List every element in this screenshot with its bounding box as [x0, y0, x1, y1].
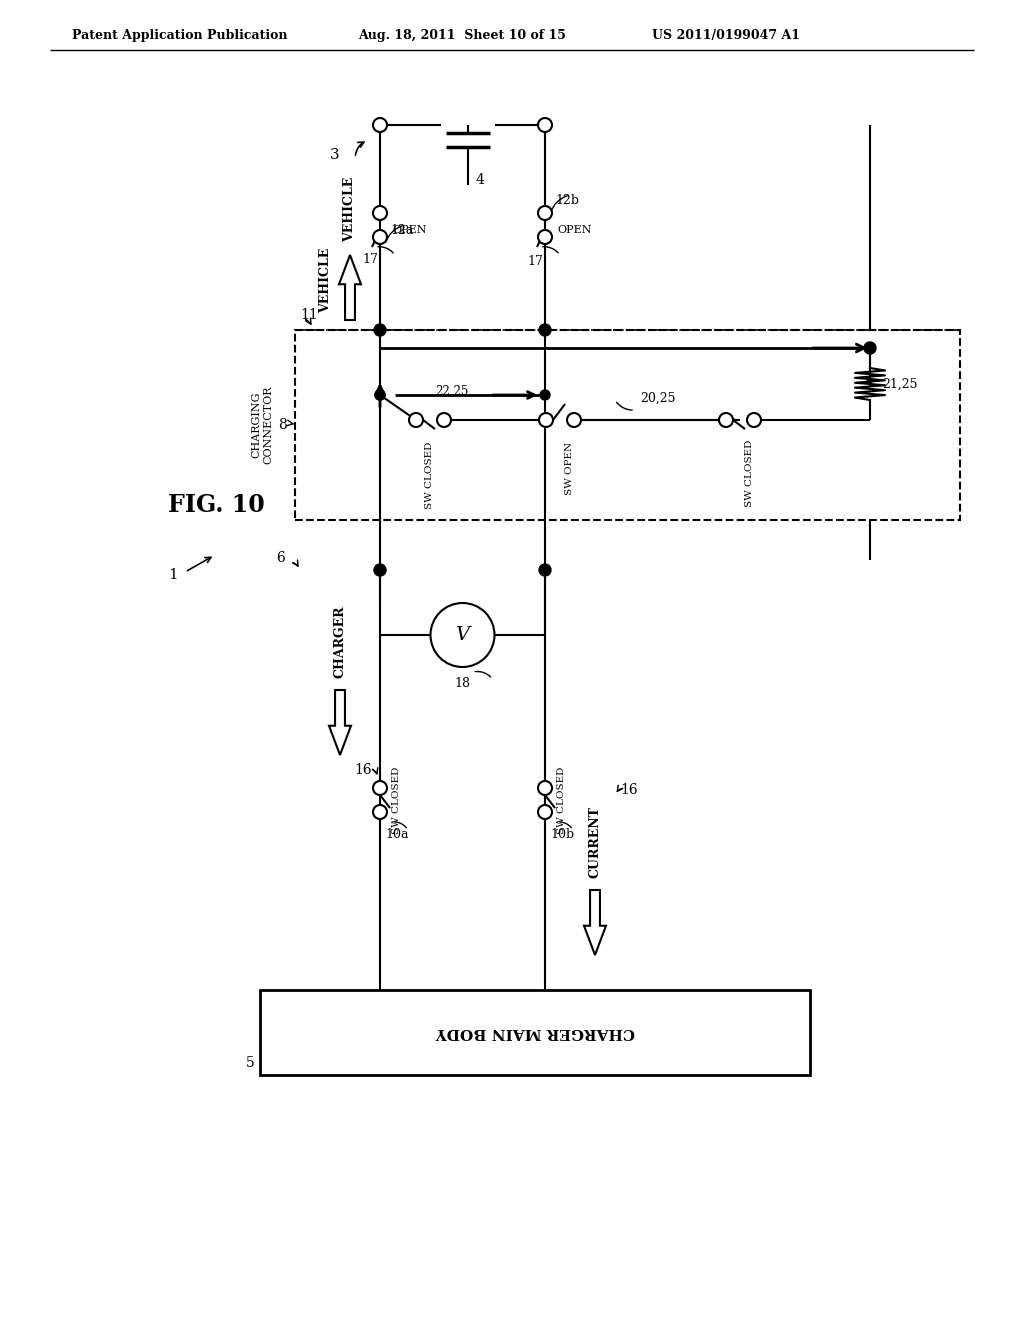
Text: CURRENT: CURRENT	[589, 807, 601, 878]
Circle shape	[538, 230, 552, 244]
Text: CHARGING
CONNECTOR: CHARGING CONNECTOR	[252, 385, 273, 465]
Text: Aug. 18, 2011  Sheet 10 of 15: Aug. 18, 2011 Sheet 10 of 15	[358, 29, 566, 41]
Text: US 2011/0199047 A1: US 2011/0199047 A1	[652, 29, 800, 41]
Circle shape	[539, 413, 553, 426]
Text: 1: 1	[168, 568, 178, 582]
FancyArrow shape	[584, 890, 606, 954]
Circle shape	[375, 389, 385, 400]
Text: SW CLOSED: SW CLOSED	[745, 440, 754, 507]
Text: 22,25: 22,25	[435, 385, 468, 399]
Text: 6: 6	[276, 550, 285, 565]
Text: 16: 16	[620, 783, 638, 797]
Circle shape	[373, 230, 387, 244]
Text: 11: 11	[300, 308, 317, 322]
Text: 4: 4	[475, 173, 484, 187]
Text: OPEN: OPEN	[392, 224, 427, 235]
Text: SW CLOSED: SW CLOSED	[426, 442, 434, 510]
Circle shape	[864, 342, 876, 354]
Text: CHARGER MAIN BODY: CHARGER MAIN BODY	[435, 1026, 635, 1040]
Circle shape	[538, 117, 552, 132]
Text: SW CLOSED: SW CLOSED	[557, 767, 566, 834]
Circle shape	[373, 781, 387, 795]
Text: 12b: 12b	[555, 194, 579, 206]
Circle shape	[373, 206, 387, 220]
Text: 5: 5	[246, 1056, 255, 1071]
Text: 3: 3	[330, 148, 340, 162]
Text: V: V	[456, 626, 470, 644]
Text: OPEN: OPEN	[557, 224, 592, 235]
Bar	[295, 330, 961, 520]
Text: 17: 17	[527, 255, 543, 268]
Text: 18: 18	[455, 677, 470, 690]
Text: 16: 16	[354, 763, 372, 777]
FancyArrow shape	[329, 690, 351, 755]
Circle shape	[375, 389, 385, 400]
Circle shape	[373, 805, 387, 818]
Text: SW OPEN: SW OPEN	[565, 442, 574, 495]
Circle shape	[538, 805, 552, 818]
Circle shape	[374, 323, 386, 337]
Text: 10a: 10a	[385, 828, 409, 841]
Text: 8: 8	[279, 418, 287, 432]
Circle shape	[409, 413, 423, 426]
Circle shape	[538, 781, 552, 795]
Text: FIG. 10: FIG. 10	[168, 492, 265, 517]
Text: VEHICLE: VEHICLE	[319, 247, 332, 313]
Circle shape	[374, 564, 386, 576]
Text: 12a: 12a	[390, 223, 414, 236]
Text: 17: 17	[362, 253, 378, 267]
Text: CHARGER: CHARGER	[334, 606, 346, 678]
Circle shape	[567, 413, 581, 426]
Text: 21,25: 21,25	[882, 378, 918, 391]
Circle shape	[539, 564, 551, 576]
Text: VEHICLE: VEHICLE	[343, 177, 356, 242]
Circle shape	[373, 117, 387, 132]
Circle shape	[746, 413, 761, 426]
Circle shape	[719, 413, 733, 426]
Circle shape	[539, 323, 551, 337]
Bar	[260, 990, 810, 1074]
Text: 10b: 10b	[550, 828, 574, 841]
FancyArrow shape	[339, 255, 361, 319]
Circle shape	[538, 206, 552, 220]
Text: 20,25: 20,25	[640, 392, 676, 405]
Text: Patent Application Publication: Patent Application Publication	[72, 29, 288, 41]
Text: SW CLOSED: SW CLOSED	[392, 767, 401, 834]
Circle shape	[437, 413, 451, 426]
Circle shape	[540, 389, 550, 400]
